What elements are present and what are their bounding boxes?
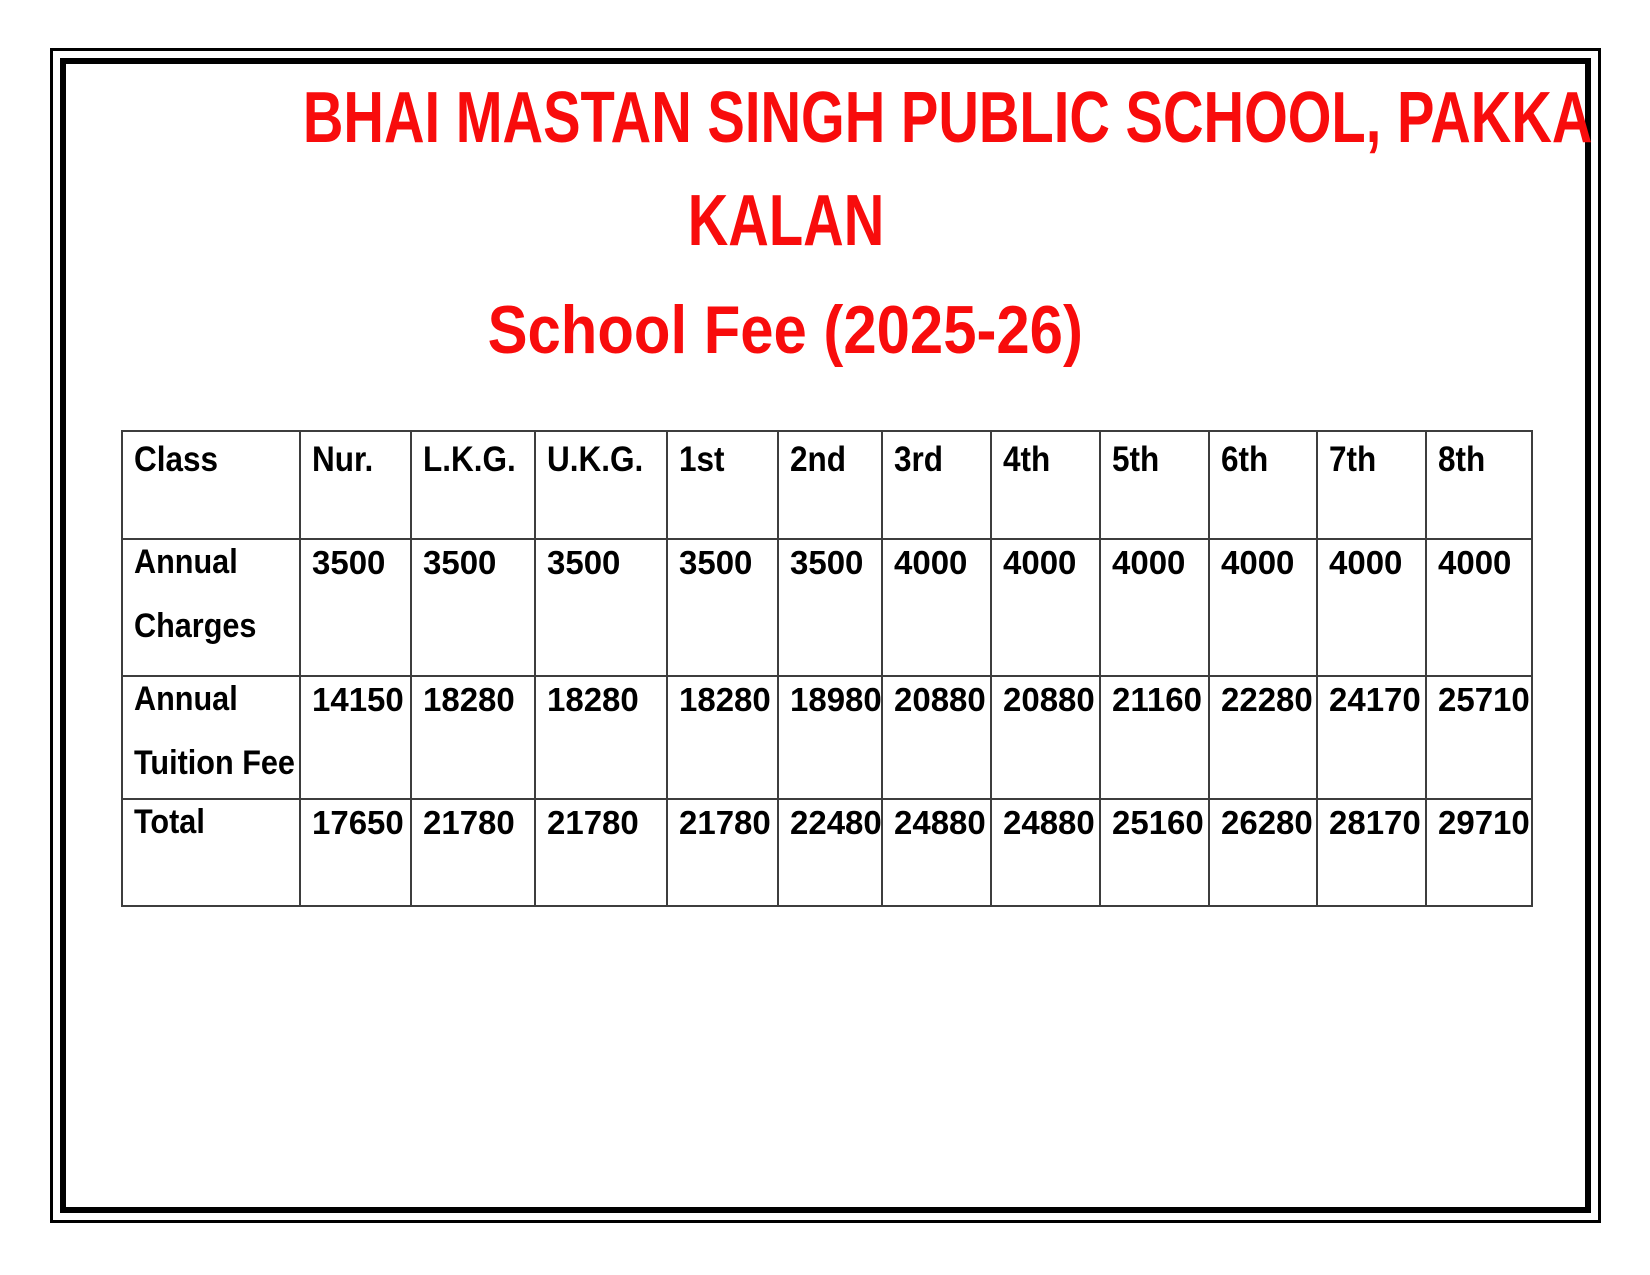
column-header-4th: 4th: [990, 430, 1101, 540]
fee-value: 20880: [990, 675, 1101, 800]
column-header-label: 2nd: [790, 440, 847, 479]
fee-value: 21780: [666, 798, 779, 907]
row-label-text: Tuition Fee: [134, 744, 295, 782]
fee-value: 26280: [1208, 798, 1318, 907]
column-header-nur: Nur.: [299, 430, 412, 540]
fee-table: Class Nur. L.K.G. U.K.G. 1st 2nd 3rd 4th 5th 6th 7…: [121, 430, 1533, 907]
column-header-6th: 6th: [1208, 430, 1318, 540]
fee-value: 4000: [881, 538, 992, 677]
fee-value: 25160: [1099, 798, 1210, 907]
row-label-text: Annual: [134, 680, 238, 718]
school-name-line2-text: KALAN: [687, 181, 884, 261]
column-header-7th: 7th: [1316, 430, 1427, 540]
document-subtitle: School Fee (2025-26): [121, 286, 1450, 374]
header-block: BHAI MASTAN SINGH PUBLIC SCHOOL, PAKKA K…: [121, 67, 1593, 374]
fee-value: 3500: [410, 538, 536, 677]
row-label-line: Charges: [134, 606, 295, 646]
fee-value: 18280: [666, 675, 779, 800]
table-row: Annual Charges 3500 3500 3500 3500 3500 4000 400…: [121, 538, 1533, 677]
fee-value: 3500: [299, 538, 412, 677]
column-header-label: 6th: [1221, 440, 1269, 479]
column-header-ukg: U.K.G.: [534, 430, 668, 540]
fee-value: 17650: [299, 798, 412, 907]
row-label-line: Total: [134, 802, 295, 842]
column-header-3rd: 3rd: [881, 430, 992, 540]
fee-value: 18280: [534, 675, 668, 800]
table-header-row: Class Nur. L.K.G. U.K.G. 1st 2nd 3rd 4th 5th 6th 7…: [121, 430, 1533, 540]
fee-value: 28170: [1316, 798, 1427, 907]
column-header-2nd: 2nd: [777, 430, 883, 540]
column-header-label: Class: [134, 440, 219, 479]
row-label-line: Annual: [134, 542, 295, 582]
school-name-line1-text: BHAI MASTAN SINGH PUBLIC SCHOOL, PAKKA: [302, 78, 1593, 158]
row-label: Annual Tuition Fee: [121, 675, 301, 800]
fee-value: 22480: [777, 798, 883, 907]
table-row: Annual Tuition Fee 14150 18280 18280 18280 189…: [121, 675, 1533, 800]
fee-value: 24880: [990, 798, 1101, 907]
fee-value: 24880: [881, 798, 992, 907]
column-header-label: L.K.G.: [423, 440, 516, 479]
fee-value: 4000: [1425, 538, 1533, 677]
fee-value: 3500: [777, 538, 883, 677]
school-name-line: BHAI MASTAN SINGH PUBLIC SCHOOL, PAKKA: [121, 67, 1593, 170]
fee-value: 24170: [1316, 675, 1427, 800]
column-header-label: 4th: [1003, 440, 1051, 479]
fee-value: 18280: [410, 675, 536, 800]
column-header-5th: 5th: [1099, 430, 1210, 540]
row-label-text: Total: [134, 803, 205, 841]
fee-value: 29710: [1425, 798, 1533, 907]
fee-value: 4000: [1316, 538, 1427, 677]
column-header-label: 5th: [1112, 440, 1160, 479]
fee-value: 4000: [1099, 538, 1210, 677]
fee-value: 22280: [1208, 675, 1318, 800]
fee-value: 4000: [990, 538, 1101, 677]
row-label-text: Charges: [134, 607, 257, 645]
row-label: Total: [121, 798, 301, 907]
fee-value: 3500: [534, 538, 668, 677]
page-border-inner: [60, 58, 1591, 1213]
fee-value: 21780: [410, 798, 536, 907]
document-subtitle-text: School Fee (2025-26): [487, 292, 1084, 368]
column-header-label: U.K.G.: [547, 440, 644, 479]
fee-value: 3500: [666, 538, 779, 677]
page-content: BHAI MASTAN SINGH PUBLIC SCHOOL, PAKKA K…: [67, 65, 1593, 907]
page-border-outer: [50, 48, 1601, 1223]
column-header-label: Nur.: [312, 440, 374, 479]
column-header-lkg: L.K.G.: [410, 430, 536, 540]
column-header-label: 7th: [1329, 440, 1377, 479]
row-label-line: Annual: [134, 679, 295, 719]
row-label-line: Tuition Fee: [134, 743, 295, 783]
fee-value: 18980: [777, 675, 883, 800]
row-label-text: Annual: [134, 543, 238, 581]
column-header-label: 8th: [1438, 440, 1486, 479]
fee-value: 21160: [1099, 675, 1210, 800]
column-header-8th: 8th: [1425, 430, 1533, 540]
column-header-1st: 1st: [666, 430, 779, 540]
table-row: Total 17650 21780 21780 21780 22480 24880 24880…: [121, 798, 1533, 907]
fee-value: 4000: [1208, 538, 1318, 677]
school-name-line: KALAN: [121, 170, 1450, 273]
fee-value: 21780: [534, 798, 668, 907]
fee-value: 14150: [299, 675, 412, 800]
fee-value: 20880: [881, 675, 992, 800]
column-header-label: 3rd: [894, 440, 944, 479]
fee-table-wrapper: Class Nur. L.K.G. U.K.G. 1st 2nd 3rd 4th 5th 6th 7…: [121, 430, 1583, 907]
fee-value: 25710: [1425, 675, 1533, 800]
column-header-class: Class: [121, 430, 301, 540]
column-header-label: 1st: [679, 440, 725, 479]
row-label: Annual Charges: [121, 538, 301, 677]
school-name: BHAI MASTAN SINGH PUBLIC SCHOOL, PAKKA K…: [121, 67, 1593, 273]
